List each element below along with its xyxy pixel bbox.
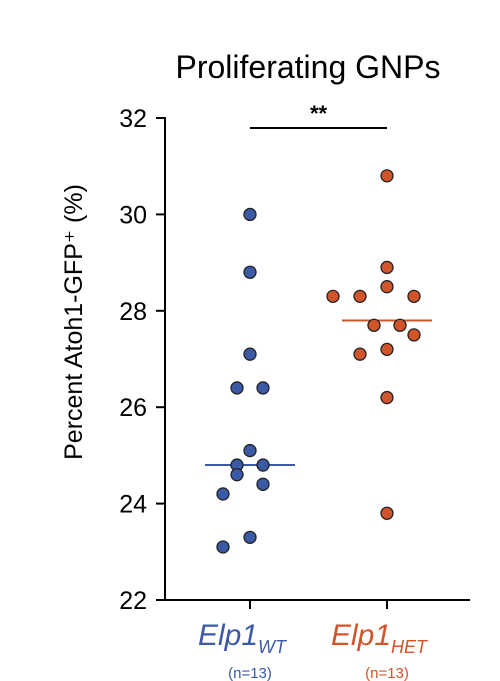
data-point bbox=[353, 347, 367, 361]
axes bbox=[164, 117, 470, 609]
y-tick-label: 24 bbox=[119, 491, 147, 519]
data-point bbox=[256, 477, 270, 491]
y-tick-label: 28 bbox=[119, 298, 147, 326]
data-point bbox=[216, 540, 230, 554]
category-labels: Elp1WT(n=13)Elp1HET(n=13) bbox=[198, 619, 429, 681]
category-label: Elp1HET bbox=[331, 619, 429, 657]
data-point bbox=[243, 443, 257, 458]
category-subscript: HET bbox=[391, 637, 429, 657]
data-point bbox=[243, 265, 257, 279]
data-point bbox=[367, 318, 381, 332]
data-point bbox=[380, 280, 394, 294]
y-tick-label: 26 bbox=[119, 394, 147, 422]
data-point bbox=[216, 487, 230, 501]
y-ticks: 22 24 26 28 30 32 bbox=[119, 105, 165, 615]
data-point bbox=[380, 260, 394, 275]
y-tick-label: 32 bbox=[119, 105, 147, 133]
data-point bbox=[243, 207, 257, 222]
category-label: Elp1WT bbox=[198, 619, 288, 657]
data-point bbox=[230, 381, 244, 395]
data-points bbox=[216, 169, 421, 554]
group-count: (n=13) bbox=[365, 665, 409, 681]
median-lines bbox=[205, 319, 432, 467]
data-point bbox=[380, 506, 394, 520]
data-point bbox=[353, 289, 367, 303]
data-point bbox=[256, 458, 270, 472]
data-point bbox=[393, 318, 407, 332]
data-point bbox=[380, 342, 394, 357]
y-axis-label: Percent Atoh1-GFP⁺ (%) bbox=[60, 184, 88, 460]
data-point bbox=[407, 328, 421, 342]
data-point bbox=[243, 347, 257, 361]
data-point bbox=[243, 530, 257, 544]
category-name: Elp1 bbox=[331, 619, 391, 652]
data-point bbox=[380, 390, 394, 405]
y-tick-label: 22 bbox=[119, 587, 147, 615]
data-point bbox=[326, 289, 340, 303]
data-point bbox=[230, 468, 244, 482]
significance-bar: ** bbox=[250, 101, 387, 129]
data-point bbox=[380, 169, 394, 183]
data-point bbox=[407, 289, 421, 303]
category-subscript: WT bbox=[258, 637, 288, 657]
chart-title: Proliferating GNPs bbox=[176, 49, 441, 85]
group-count: (n=13) bbox=[228, 665, 272, 681]
significance-label: ** bbox=[310, 101, 328, 126]
data-point bbox=[256, 381, 270, 395]
y-tick-label: 30 bbox=[119, 201, 147, 229]
category-name: Elp1 bbox=[198, 619, 258, 652]
